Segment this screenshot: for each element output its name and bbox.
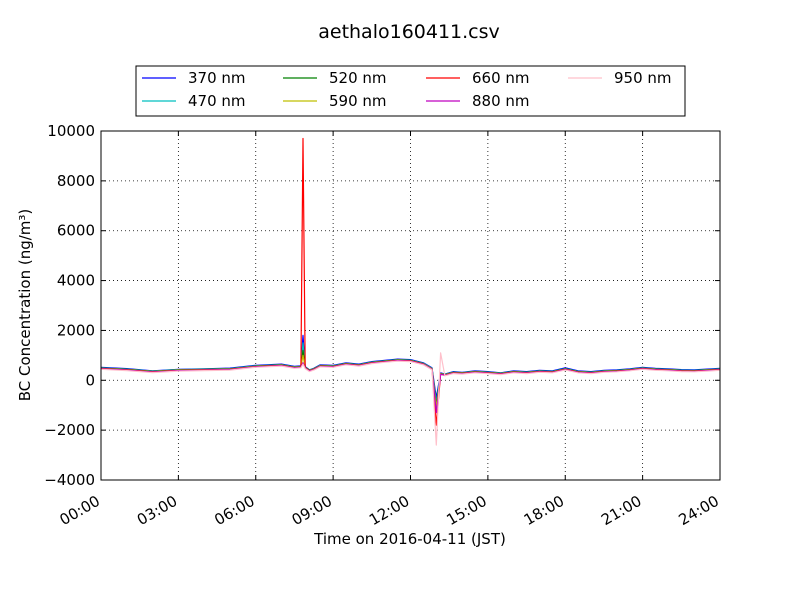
- y-tick-label: −2000: [44, 421, 95, 439]
- x-tick-label: 06:00: [211, 492, 257, 529]
- y-tick-label: 0: [85, 371, 95, 389]
- legend-label: 470 nm: [188, 92, 246, 110]
- svg-text:BC Concentration (ng/m³): BC Concentration (ng/m³): [16, 209, 34, 402]
- y-tick-label: 6000: [57, 222, 95, 240]
- x-axis-label: Time on 2016-04-11 (JST): [313, 530, 506, 548]
- x-tick-label: 12:00: [366, 492, 412, 529]
- legend-label: 880 nm: [472, 92, 530, 110]
- y-tick-label: 10000: [47, 122, 95, 140]
- y-axis-label: BC Concentration (ng/m³): [16, 209, 34, 402]
- legend-frame: [135, 65, 686, 117]
- legend-label: 660 nm: [472, 69, 530, 87]
- plot-area: −4000 −2000 0 2000 4000 6000 8000 10000 00:00 03:…: [44, 122, 722, 529]
- legend-label: 950 nm: [614, 69, 672, 87]
- y-tick-label: 2000: [57, 321, 95, 339]
- y-tick-label: 8000: [57, 172, 95, 190]
- legend-label: 590 nm: [329, 92, 387, 110]
- series-line-950-nm: [100, 352, 721, 446]
- x-tick-label: 00:00: [57, 492, 103, 529]
- plot-background: [101, 131, 720, 480]
- x-tick-label: 24:00: [676, 492, 722, 529]
- legend: 370 nm 470 nm 520 nm 590 nm 660 nm 880 nm 950 …: [135, 65, 686, 117]
- y-tick-label: −4000: [44, 471, 95, 489]
- legend-label: 370 nm: [188, 69, 246, 87]
- x-tick-label: 18:00: [521, 492, 567, 529]
- x-tick-label: 09:00: [289, 492, 335, 529]
- series-lines: [100, 137, 721, 446]
- legend-label: 520 nm: [329, 69, 387, 87]
- chart-title: aethalo160411.csv: [318, 21, 500, 43]
- x-tick-label: 03:00: [134, 492, 180, 529]
- y-tick-label: 4000: [57, 272, 95, 290]
- x-tick-label: 21:00: [598, 492, 644, 529]
- y-axis-label-text: BC Concentration (ng/m³): [16, 209, 34, 402]
- x-tick-label: 15:00: [443, 492, 489, 529]
